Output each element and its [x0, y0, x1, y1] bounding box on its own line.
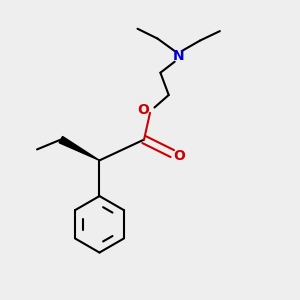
Text: O: O	[173, 149, 185, 163]
Polygon shape	[59, 136, 100, 160]
Text: O: O	[137, 103, 149, 118]
Text: N: N	[172, 50, 184, 63]
